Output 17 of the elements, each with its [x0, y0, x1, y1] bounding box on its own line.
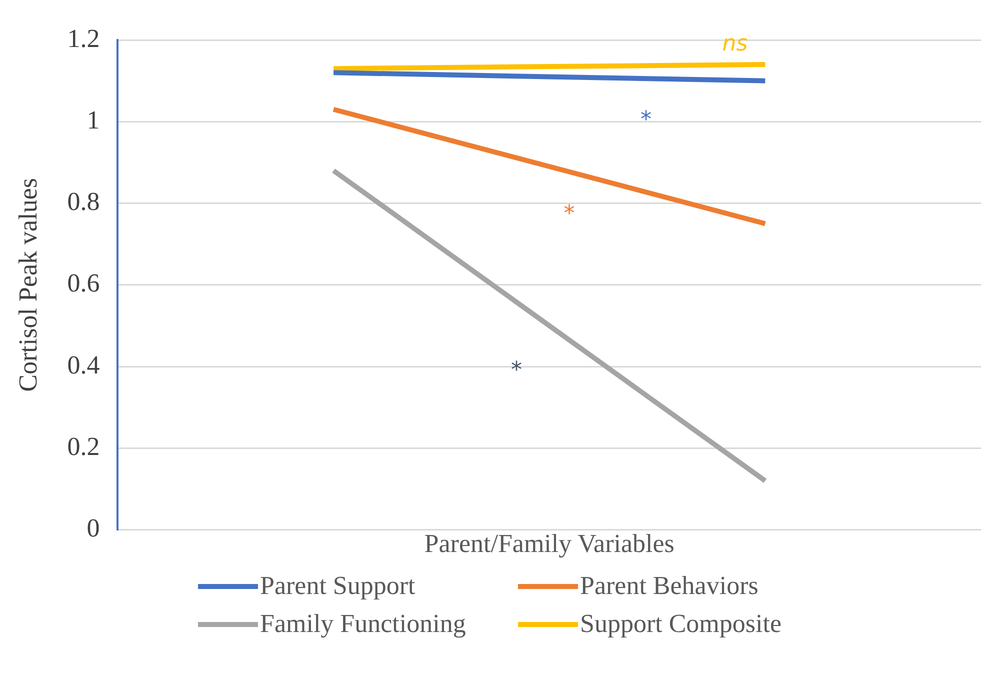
legend-label: Parent Support: [260, 571, 416, 601]
x-axis-title: Parent/Family Variables: [424, 529, 674, 558]
y-tick-label: 0.8: [67, 187, 100, 216]
y-tick-label: 0.4: [67, 350, 100, 380]
annotation: *: [511, 358, 522, 383]
y-tick-label: 0.6: [67, 268, 100, 298]
legend-label: Support Composite: [580, 609, 782, 639]
legend-label: Parent Behaviors: [580, 571, 758, 601]
y-tick-label: 0: [86, 514, 100, 543]
legend-label: Family Functioning: [260, 609, 466, 639]
y-tick-label: 0.2: [67, 432, 100, 461]
annotation: *: [564, 202, 575, 227]
annotation: ns: [722, 32, 748, 57]
annotation: *: [640, 108, 652, 133]
y-tick-label: 1: [86, 105, 100, 134]
y-tick-label: 1.2: [67, 24, 100, 53]
y-axis-title: Cortisol Peak values: [13, 178, 42, 392]
